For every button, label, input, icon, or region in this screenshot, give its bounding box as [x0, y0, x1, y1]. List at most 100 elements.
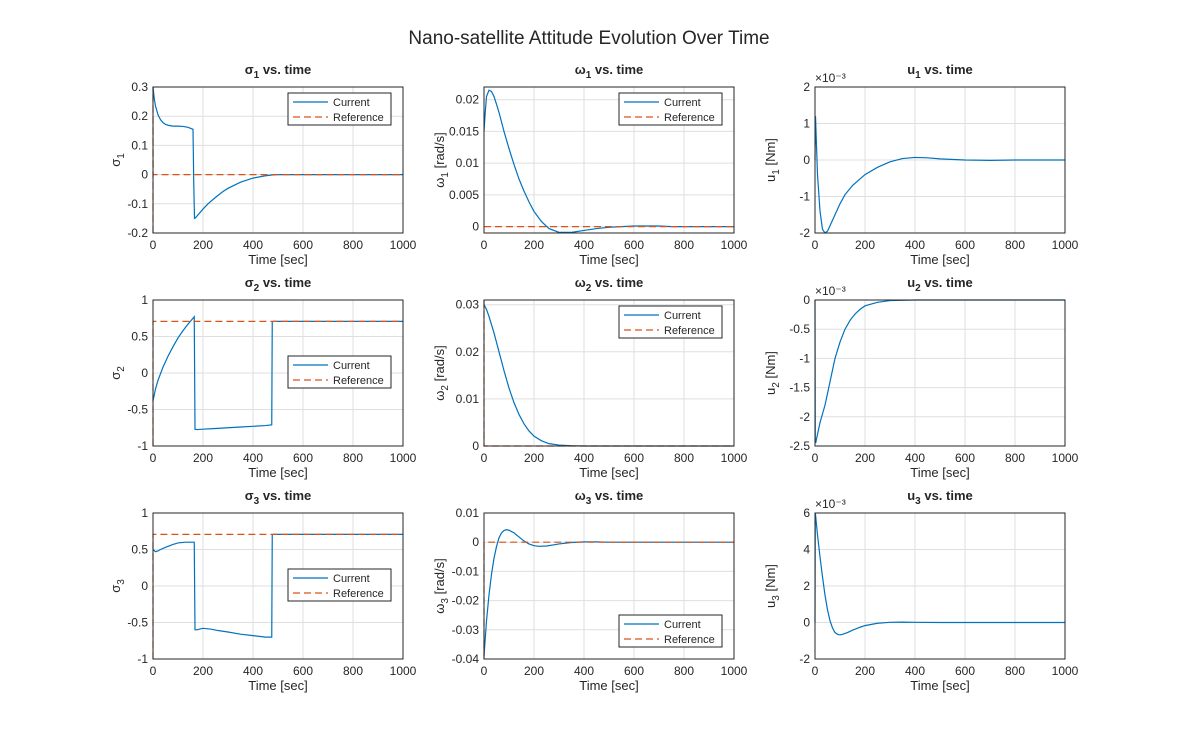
- subplot-sigma2: 0 200 400 600 800 1000 -1 -0.5 0 0.5 1 σ2 vs. time T…: [108, 275, 417, 480]
- x-tick-label: 1000: [390, 664, 417, 678]
- legend-label: Current: [664, 310, 701, 322]
- y-tick-label: 4: [803, 543, 810, 557]
- subplot-sigma1: 0 200 400 600 800 1000 -0.2 -0.1 0 0.1 0.2 0.3 σ1 vs…: [108, 62, 417, 267]
- y-tick-label: -2.5: [789, 439, 810, 453]
- y-tick-label: 1: [141, 293, 148, 307]
- y-tick-label: -1: [799, 190, 810, 204]
- x-tick-label: 800: [343, 451, 363, 465]
- x-tick-label: 600: [624, 451, 644, 465]
- y-tick-label: -0.5: [127, 616, 148, 630]
- x-tick-label: 200: [193, 238, 213, 252]
- x-tick-label: 600: [293, 664, 313, 678]
- legend-box: [618, 614, 723, 648]
- x-axis-label: Time [sec]: [910, 252, 969, 267]
- x-tick-label: 800: [674, 238, 694, 252]
- x-tick-label: 800: [343, 664, 363, 678]
- y-tick-label: 0: [803, 293, 810, 307]
- legend: Current Reference: [618, 614, 723, 648]
- x-tick-label: 400: [574, 664, 594, 678]
- legend-box: [618, 305, 723, 339]
- x-tick-label: 600: [955, 664, 975, 678]
- subplot-title: u3 vs. time: [907, 488, 973, 507]
- x-tick-label: 1000: [721, 451, 748, 465]
- x-tick-label: 400: [574, 451, 594, 465]
- x-tick-label: 0: [481, 238, 488, 252]
- series-line-current: [483, 89, 734, 233]
- x-tick-label: 1000: [721, 664, 748, 678]
- subplot-grid: 0 200 400 600 800 1000-0.2-0.100.10.20.3σ1 vs…: [108, 62, 1079, 693]
- legend-label: Current: [333, 360, 370, 372]
- y-axis-label: ω3 [rad/s]: [432, 558, 451, 613]
- x-tick-label: 400: [905, 238, 925, 252]
- subplot-title: u1 vs. time: [907, 62, 973, 81]
- axes-box: [483, 299, 735, 447]
- x-tick-label: 1000: [1052, 238, 1079, 252]
- y-tick-label: 1: [803, 117, 810, 131]
- legend-label: Current: [664, 97, 701, 109]
- legend-label: Reference: [333, 588, 384, 600]
- legend-box: [287, 568, 392, 602]
- x-tick-label: 200: [524, 664, 544, 678]
- legend-box: [287, 355, 392, 389]
- x-axis-label: Time [sec]: [910, 678, 969, 693]
- y-tick-label: 0: [472, 535, 479, 549]
- legend: Current Reference: [287, 92, 392, 126]
- x-tick-label: 800: [343, 238, 363, 252]
- y-tick-label: -2: [799, 410, 810, 424]
- y-tick-label: 0.03: [456, 298, 480, 312]
- y-tick-label: 0.5: [131, 330, 148, 344]
- y-tick-label: 0.3: [131, 80, 148, 94]
- axes-box: [152, 299, 404, 447]
- x-tick-label: 200: [524, 238, 544, 252]
- x-tick-label: 0: [150, 238, 157, 252]
- y-tick-label: 0: [141, 366, 148, 380]
- legend-box: [287, 92, 392, 126]
- x-tick-label: 800: [1005, 664, 1025, 678]
- y-tick-label: 2: [803, 579, 810, 593]
- x-tick-label: 0: [481, 451, 488, 465]
- x-tick-label: 200: [855, 664, 875, 678]
- y-tick-label: 0.01: [456, 392, 480, 406]
- y-tick-label: -1: [137, 439, 148, 453]
- subplot-title: σ1 vs. time: [245, 62, 312, 81]
- y-tick-label: 0: [803, 616, 810, 630]
- y-tick-label: -0.1: [127, 197, 148, 211]
- y-axis-label: ω2 [rad/s]: [432, 345, 451, 400]
- y-tick-label: -2: [799, 226, 810, 240]
- x-tick-label: 400: [243, 664, 263, 678]
- legend-label: Current: [664, 619, 701, 631]
- x-tick-label: 600: [955, 238, 975, 252]
- x-tick-label: 0: [812, 664, 819, 678]
- legend: Current Reference: [618, 92, 723, 126]
- y-tick-label: 0.015: [449, 124, 479, 138]
- y-tick-label: 2: [803, 80, 810, 94]
- x-tick-label: 800: [674, 664, 694, 678]
- y-axis-label: σ2: [108, 366, 127, 380]
- x-tick-label: 200: [524, 451, 544, 465]
- axes-box: [814, 512, 1066, 660]
- x-tick-label: 800: [1005, 238, 1025, 252]
- x-tick-label: 1000: [390, 238, 417, 252]
- y-tick-label: -1: [137, 652, 148, 666]
- legend-label: Reference: [664, 112, 715, 124]
- subplot-title: σ3 vs. time: [245, 488, 312, 507]
- x-tick-label: 1000: [1052, 664, 1079, 678]
- axes-box: [152, 512, 404, 660]
- x-tick-label: 600: [624, 238, 644, 252]
- y-axis-label: u2 [Nm]: [763, 351, 782, 395]
- subplot-sigma3: 0 200 400 600 800 1000 -1 -0.5 0 0.5 1 σ3 vs. time T…: [108, 488, 417, 693]
- axes-box: [814, 299, 1066, 447]
- y-tick-label: 0.005: [449, 188, 479, 202]
- x-axis-label: Time [sec]: [248, 465, 307, 480]
- x-tick-label: 200: [855, 238, 875, 252]
- x-axis-label: Time [sec]: [579, 465, 638, 480]
- x-tick-label: 200: [193, 664, 213, 678]
- subplot-title: ω1 vs. time: [575, 62, 644, 81]
- x-tick-label: 0: [481, 664, 488, 678]
- y-tick-label: 0.02: [456, 93, 480, 107]
- subplot-omega1: 0 200 400 600 800 1000 0 0.005 0.01 0.015 0.02 ω1 v…: [432, 62, 748, 267]
- legend-label: Current: [333, 573, 370, 585]
- x-axis-label: Time [sec]: [579, 252, 638, 267]
- figure-title: Nano-satellite Attitude Evolution Over T…: [408, 28, 769, 49]
